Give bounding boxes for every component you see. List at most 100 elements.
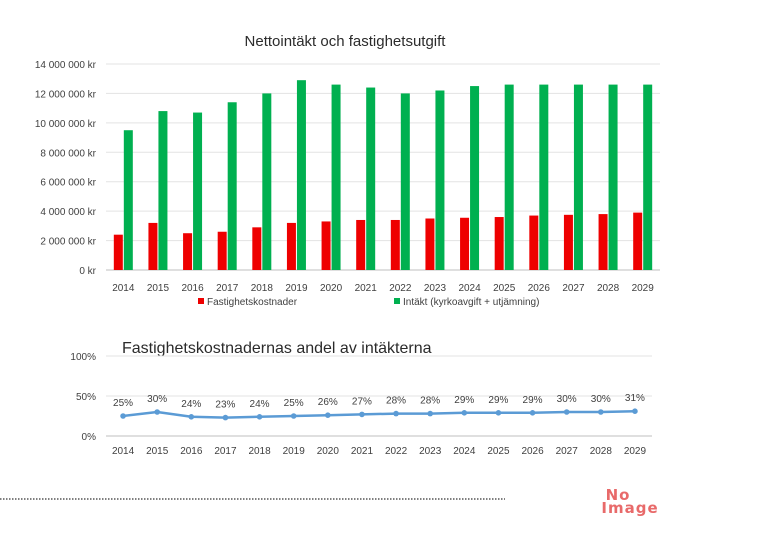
line-data-label-2019: 25% [284, 398, 304, 409]
line-x-tick-label: 2027 [556, 446, 579, 457]
bar-x-tick-label: 2017 [216, 283, 239, 294]
line-data-label-2014: 25% [113, 398, 133, 409]
bar-x-tick-label: 2029 [632, 283, 655, 294]
line-point-2020 [325, 412, 331, 419]
line-x-tick-label: 2028 [590, 446, 613, 457]
bar-int-2017 [227, 102, 237, 270]
bar-chart-x-axis: 2014 2015 2016 2017 2018 2019 2020 2021 2022 2023… [112, 283, 654, 294]
line-data-label-2021: 27% [352, 396, 372, 407]
bar-y-tick-label: 8 000 000 kr [40, 148, 96, 159]
no-image-line2: Image [601, 499, 658, 517]
line-point-2016 [188, 414, 195, 420]
bar-int-2025 [504, 84, 514, 270]
bar-fastighetskostnader-2026 [529, 215, 539, 270]
bar-x-tick-label: 2019 [285, 283, 308, 294]
bar-fastighetskostnader-2023 [425, 218, 435, 270]
bar-fastighetskostnader-2027 [563, 214, 573, 270]
line-point-2019 [290, 413, 297, 419]
line-data-label-2022: 28% [386, 396, 406, 407]
line-x-tick-label: 2017 [214, 446, 237, 457]
bar-fastighetskostnader-2029 [633, 212, 643, 270]
bar-fastighetskostnader-2014 [113, 234, 123, 270]
bar-x-tick-label: 2018 [251, 283, 274, 294]
line-chart-title: Fastighetskostnadernas andel av intäkter… [122, 340, 432, 357]
line-data-label-2017: 23% [215, 400, 235, 411]
line-point-2022 [393, 410, 399, 417]
line-y-tick-label: 50% [76, 392, 96, 403]
bar-y-tick-label: 10 000 000 kr [35, 119, 97, 130]
line-data-label-2018: 24% [250, 399, 270, 410]
line-data-label-2023: 28% [420, 396, 440, 407]
bar-x-tick-label: 2015 [147, 283, 170, 294]
line-x-tick-label: 2024 [453, 446, 476, 457]
bar-fastighetskostnader-2021 [356, 219, 366, 270]
bar-x-tick-label: 2016 [181, 283, 204, 294]
legend-swatch-fastighetskostnader [198, 298, 204, 304]
bar-int-2022 [400, 93, 410, 270]
line-chart-y-axis: 0% 50% 100% [70, 352, 96, 443]
line-x-tick-label: 2018 [248, 446, 271, 457]
bar-int-2021 [366, 87, 376, 271]
line-data-label-2020: 26% [318, 397, 338, 408]
bar-chart-title: Nettointäkt och fastighetsutgift [245, 33, 447, 50]
bar-x-tick-label: 2028 [597, 283, 620, 294]
bar-int-2016 [193, 112, 203, 270]
legend-label-intakt: Intäkt (kyrkoavgift + utjämning) [403, 297, 539, 308]
bar-fastighetskostnader-2018 [252, 227, 262, 270]
bar-fastighetskostnader-2019 [286, 222, 296, 270]
bar-fastighetskostnader-2017 [217, 231, 227, 270]
line-x-tick-label: 2021 [351, 446, 374, 457]
line-x-tick-label: 2025 [487, 446, 510, 457]
line-point-2028 [598, 409, 604, 415]
line-chart-series: 25% 30% 24% 23% 24% 25% 26% 27% 28% 28% 29% 29% 29% 3… [113, 393, 645, 421]
bar-fastighetskostnader-2028 [598, 214, 608, 270]
bar-x-tick-label: 2022 [389, 283, 412, 294]
bar-int-2020 [331, 84, 341, 270]
bar-x-tick-label: 2023 [424, 283, 447, 294]
line-chart-gridlines [106, 355, 652, 437]
bar-int-2024 [470, 86, 480, 270]
bar-x-tick-label: 2026 [528, 283, 551, 294]
line-point-2024 [461, 410, 468, 416]
bar-int-2015 [158, 111, 168, 270]
line-data-label-2024: 29% [454, 395, 474, 406]
line-y-tick-label: 100% [70, 352, 96, 363]
bar-fastighetskostnader-2020 [321, 221, 331, 270]
line-y-tick-label: 0% [82, 432, 97, 443]
line-x-tick-label: 2029 [624, 446, 647, 457]
bar-chart: Nettointäkt och fastighetsutgift 0 kr 2 0… [35, 33, 660, 308]
line-x-tick-label: 2014 [112, 446, 135, 457]
line-series-path [122, 409, 635, 419]
line-x-tick-label: 2015 [146, 446, 169, 457]
line-data-label-2028: 30% [591, 394, 611, 405]
line-x-tick-label: 2022 [385, 446, 408, 457]
bar-x-tick-label: 2024 [458, 283, 481, 294]
bar-y-tick-label: 14 000 000 kr [35, 60, 97, 71]
no-image-placeholder: No Image [601, 486, 658, 517]
bar-y-tick-label: 2 000 000 kr [40, 237, 96, 248]
bar-x-tick-label: 2025 [493, 283, 516, 294]
bar-int-2023 [435, 90, 445, 270]
line-x-tick-label: 2020 [317, 446, 340, 457]
legend-swatch-intakt [394, 298, 400, 304]
line-point-2025 [495, 410, 502, 416]
bar-fastighetskostnader-2015 [148, 222, 158, 270]
line-x-tick-label: 2023 [419, 446, 442, 457]
bar-y-tick-label: 4 000 000 kr [40, 207, 96, 218]
line-data-label-2015: 30% [147, 394, 167, 405]
line-point-2029 [632, 408, 638, 415]
legend-label-fastighetskostnader: Fastighetskostnader [207, 297, 298, 308]
bar-y-tick-label: 6 000 000 kr [40, 178, 96, 189]
line-data-label-2027: 30% [557, 394, 577, 405]
bar-fastighetskostnader-2024 [460, 217, 470, 270]
bar-x-tick-label: 2027 [562, 283, 585, 294]
line-point-2027 [563, 409, 570, 415]
bar-y-tick-label: 0 kr [79, 266, 96, 277]
bar-int-2019 [296, 80, 306, 270]
line-data-label-2029: 31% [625, 393, 645, 404]
bar-int-2029 [643, 84, 653, 270]
no-image-line1: No [606, 486, 631, 504]
bar-int-2018 [262, 93, 272, 270]
line-chart-x-axis: 2014 2015 2016 2017 2018 2019 2020 2021 2022 2023… [112, 446, 647, 457]
